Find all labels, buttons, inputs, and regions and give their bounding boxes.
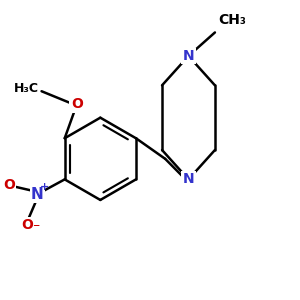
Text: CH₃: CH₃: [218, 13, 246, 27]
Text: H₃C: H₃C: [14, 82, 39, 95]
Text: O: O: [3, 178, 15, 192]
Text: O: O: [71, 98, 83, 111]
Text: N: N: [183, 172, 194, 186]
Text: ⁻: ⁻: [32, 221, 39, 235]
Text: N: N: [183, 49, 194, 63]
Text: O: O: [21, 218, 33, 232]
Text: +: +: [40, 182, 49, 192]
Text: N: N: [31, 187, 44, 202]
